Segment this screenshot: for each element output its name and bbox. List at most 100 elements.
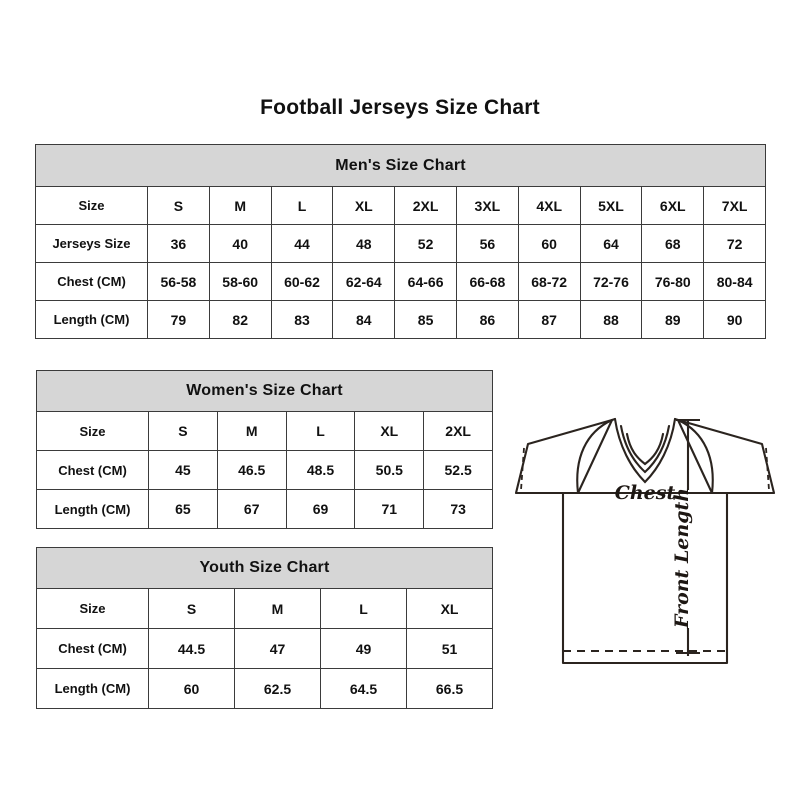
front-length-label: Front Length bbox=[671, 488, 693, 629]
jersey-shirt-outline bbox=[514, 417, 776, 665]
table-cell: 2XL bbox=[394, 186, 457, 225]
row-label: Length (CM) bbox=[36, 668, 149, 709]
table-cell: 47 bbox=[234, 628, 321, 669]
table-cell: 6XL bbox=[641, 186, 705, 225]
jersey-measurement-diagram: Chest Front Length bbox=[500, 398, 790, 698]
table-row: Length (CM) 65 67 69 71 73 bbox=[36, 489, 494, 529]
table-cell: 51 bbox=[405, 628, 494, 669]
table-cell: 64-66 bbox=[394, 262, 457, 301]
table-row: Size S M L XL bbox=[36, 588, 494, 629]
row-label: Chest (CM) bbox=[36, 628, 149, 669]
table-cell: M bbox=[208, 186, 272, 225]
table-cell: XL bbox=[354, 411, 425, 451]
table-caption-row: Women's Size Chart bbox=[35, 370, 494, 412]
row-label: Length (CM) bbox=[36, 489, 149, 529]
table-cell: 2XL bbox=[423, 411, 494, 451]
table-cell: 60-62 bbox=[270, 262, 334, 301]
table-row: Length (CM) 60 62.5 64.5 66.5 bbox=[36, 668, 494, 709]
table-caption-row: Youth Size Chart bbox=[35, 547, 494, 589]
table-row: Chest (CM) 44.5 47 49 51 bbox=[36, 628, 494, 669]
youth-table-caption: Youth Size Chart bbox=[35, 547, 494, 589]
table-cell: 56 bbox=[455, 224, 519, 263]
table-cell: S bbox=[148, 588, 235, 629]
table-cell: 65 bbox=[148, 489, 218, 529]
youth-size-table: Youth Size Chart Size S M L XL Chest (CM… bbox=[35, 547, 494, 709]
table-cell: XL bbox=[405, 588, 494, 629]
table-cell: S bbox=[148, 411, 218, 451]
table-cell: 56-58 bbox=[147, 262, 210, 301]
table-cell: 50.5 bbox=[354, 450, 425, 490]
table-cell: 52 bbox=[394, 224, 457, 263]
table-cell: 79 bbox=[147, 300, 210, 339]
table-cell: 82 bbox=[208, 300, 272, 339]
table-caption-row: Men's Size Chart bbox=[34, 144, 767, 187]
table-cell: 62-64 bbox=[332, 262, 396, 301]
right-cuff-dash bbox=[765, 447, 770, 491]
table-cell: 68 bbox=[641, 224, 705, 263]
table-cell: L bbox=[285, 411, 356, 451]
table-cell: 60 bbox=[148, 668, 235, 709]
table-row: Length (CM) 79 82 83 84 85 86 87 88 89 9… bbox=[35, 300, 767, 339]
table-row: Jerseys Size 36 40 44 48 52 56 60 64 68 … bbox=[35, 224, 767, 263]
table-cell: 73 bbox=[423, 489, 494, 529]
table-cell: 68-72 bbox=[517, 262, 581, 301]
table-cell: 84 bbox=[332, 300, 396, 339]
womens-table-caption: Women's Size Chart bbox=[35, 370, 494, 412]
table-cell: 87 bbox=[517, 300, 581, 339]
mens-size-table: Men's Size Chart Size S M L XL 2XL 3XL 4… bbox=[34, 144, 767, 339]
table-cell: 46.5 bbox=[216, 450, 287, 490]
mens-table-caption: Men's Size Chart bbox=[34, 144, 767, 187]
table-cell: 89 bbox=[641, 300, 705, 339]
table-cell: 64.5 bbox=[320, 668, 407, 709]
table-cell: 60 bbox=[517, 224, 581, 263]
table-cell: 4XL bbox=[517, 186, 581, 225]
table-cell: 62.5 bbox=[234, 668, 321, 709]
table-cell: M bbox=[234, 588, 321, 629]
table-row: Size S M L XL 2XL bbox=[36, 411, 494, 451]
table-row: Chest (CM) 45 46.5 48.5 50.5 52.5 bbox=[36, 450, 494, 490]
table-cell: 5XL bbox=[579, 186, 643, 225]
chest-measure: Chest bbox=[563, 482, 727, 504]
table-cell: 88 bbox=[579, 300, 643, 339]
row-label: Jerseys Size bbox=[35, 224, 148, 263]
table-cell: 66.5 bbox=[405, 668, 494, 709]
table-cell: 40 bbox=[208, 224, 272, 263]
table-cell: 72 bbox=[703, 224, 767, 263]
table-cell: 83 bbox=[270, 300, 334, 339]
table-cell: 49 bbox=[320, 628, 407, 669]
table-row: Size S M L XL 2XL 3XL 4XL 5XL 6XL 7XL bbox=[35, 186, 767, 225]
table-cell: 52.5 bbox=[423, 450, 494, 490]
table-cell: L bbox=[320, 588, 407, 629]
row-label: Size bbox=[35, 186, 148, 225]
table-cell: 45 bbox=[148, 450, 218, 490]
table-cell: 67 bbox=[216, 489, 287, 529]
table-cell: 80-84 bbox=[703, 262, 767, 301]
page-title: Football Jerseys Size Chart bbox=[260, 96, 540, 119]
table-cell: 7XL bbox=[703, 186, 767, 225]
v-neckline bbox=[613, 417, 677, 484]
row-label: Size bbox=[36, 588, 149, 629]
table-cell: 44.5 bbox=[148, 628, 235, 669]
table-row: Chest (CM) 56-58 58-60 60-62 62-64 64-66… bbox=[35, 262, 767, 301]
womens-size-table: Women's Size Chart Size S M L XL 2XL Che… bbox=[35, 370, 494, 529]
chest-label: Chest bbox=[615, 482, 676, 504]
table-cell: L bbox=[270, 186, 334, 225]
row-label: Length (CM) bbox=[35, 300, 148, 339]
table-cell: 48.5 bbox=[285, 450, 356, 490]
row-label: Chest (CM) bbox=[36, 450, 149, 490]
table-cell: 58-60 bbox=[208, 262, 272, 301]
row-label: Chest (CM) bbox=[35, 262, 148, 301]
left-cuff-dash bbox=[520, 447, 525, 491]
row-label: Size bbox=[36, 411, 149, 451]
table-cell: 3XL bbox=[455, 186, 519, 225]
table-cell: 76-80 bbox=[641, 262, 705, 301]
table-cell: 36 bbox=[147, 224, 210, 263]
table-cell: 48 bbox=[332, 224, 396, 263]
table-cell: 66-68 bbox=[455, 262, 519, 301]
table-cell: S bbox=[147, 186, 210, 225]
table-cell: 90 bbox=[703, 300, 767, 339]
table-cell: M bbox=[216, 411, 287, 451]
table-cell: 71 bbox=[354, 489, 425, 529]
table-cell: 44 bbox=[270, 224, 334, 263]
front-length-measure: Front Length bbox=[671, 418, 700, 656]
